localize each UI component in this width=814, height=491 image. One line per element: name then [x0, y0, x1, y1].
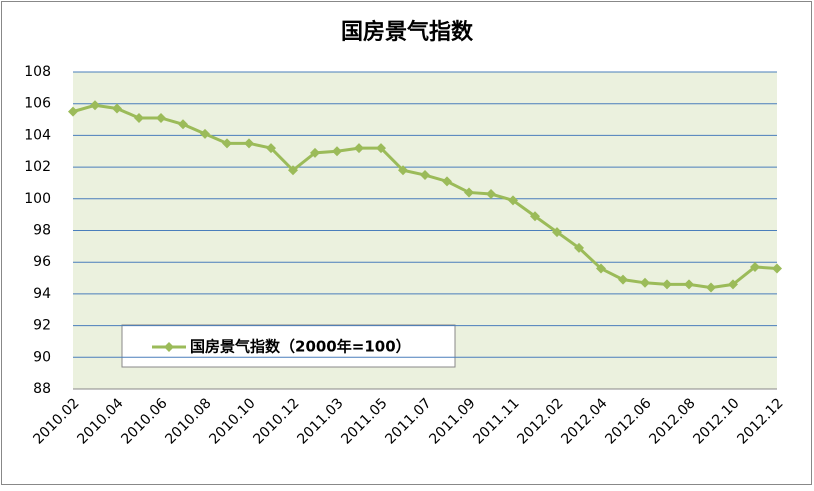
data-point — [398, 165, 408, 176]
data-point — [310, 147, 320, 158]
y-tick-label: 100 — [24, 191, 51, 207]
data-point — [684, 279, 694, 290]
data-point — [464, 187, 474, 198]
y-tick-label: 92 — [33, 318, 51, 334]
data-point — [332, 146, 342, 157]
data-point — [134, 112, 144, 123]
data-point — [706, 282, 716, 293]
data-point — [640, 277, 650, 288]
data-point — [376, 143, 386, 154]
y-tick-label: 102 — [24, 159, 51, 175]
data-point — [618, 274, 628, 285]
y-tick-label: 90 — [33, 349, 51, 365]
chart-title: 国房景气指数 — [341, 19, 474, 45]
data-point — [728, 279, 738, 290]
y-tick-label: 88 — [33, 381, 51, 397]
legend-label: 国房景气指数（2000年=100） — [190, 338, 411, 356]
data-point — [662, 279, 672, 290]
data-point — [244, 138, 254, 149]
data-point — [222, 138, 232, 149]
data-point — [266, 143, 276, 154]
y-tick-label: 104 — [24, 127, 51, 143]
data-point — [530, 211, 540, 222]
data-point — [508, 195, 518, 206]
legend: 国房景气指数（2000年=100） — [121, 324, 456, 368]
data-point — [200, 128, 210, 139]
data-point — [354, 143, 364, 154]
data-point — [420, 170, 430, 181]
data-point — [442, 176, 452, 187]
data-point — [750, 261, 760, 272]
y-tick-label: 94 — [33, 286, 51, 302]
data-point — [112, 103, 122, 114]
y-tick-label: 98 — [33, 223, 51, 239]
legend-marker — [164, 342, 174, 352]
data-point — [178, 119, 188, 130]
data-point — [486, 189, 496, 200]
data-point — [772, 263, 782, 274]
data-point — [552, 227, 562, 238]
y-tick-label: 106 — [24, 96, 51, 112]
y-tick-label: 96 — [33, 254, 51, 270]
y-tick-label: 108 — [24, 64, 51, 80]
data-point — [288, 165, 298, 176]
data-point — [90, 100, 100, 111]
data-point — [156, 112, 166, 123]
data-point — [574, 242, 584, 253]
data-point — [68, 106, 78, 117]
data-point — [596, 263, 606, 274]
